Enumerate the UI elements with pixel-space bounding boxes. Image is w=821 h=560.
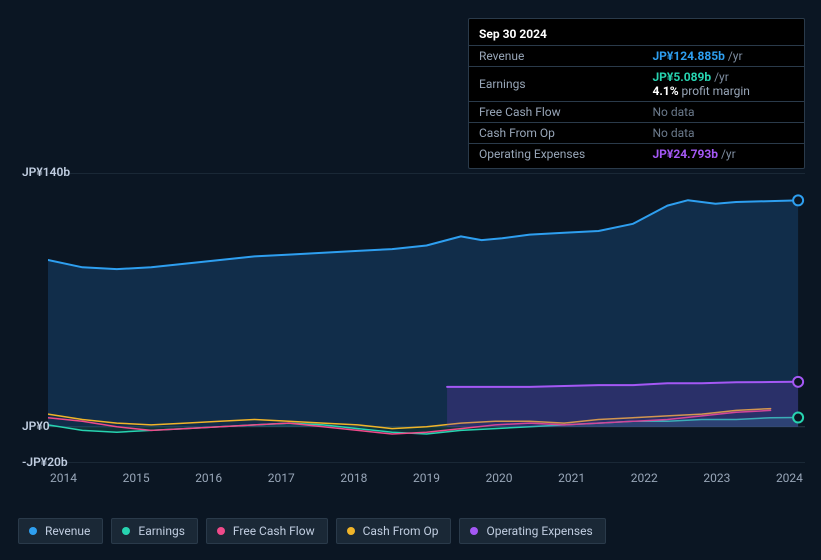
tooltip-row-label: Revenue — [469, 46, 642, 67]
series-end-marker — [793, 413, 803, 423]
x-axis-label: 2024 — [776, 471, 803, 485]
chart-plot-area[interactable] — [48, 173, 805, 463]
series-end-marker — [793, 377, 803, 387]
legend-item-label: Free Cash Flow — [233, 524, 315, 538]
tooltip-row: EarningsJP¥5.089b /yr4.1% profit margin — [469, 67, 804, 102]
tooltip-row-label: Earnings — [469, 67, 642, 102]
x-axis-label: 2022 — [631, 471, 658, 485]
x-axis-label: 2016 — [195, 471, 222, 485]
legend-item-label: Operating Expenses — [486, 524, 592, 538]
tooltip-row-value: No data — [642, 102, 804, 123]
x-axis-label: 2014 — [50, 471, 77, 485]
legend-dot-icon — [217, 527, 225, 535]
y-axis-label: -JP¥20b — [22, 455, 68, 469]
tooltip-date: Sep 30 2024 — [469, 23, 804, 45]
legend-dot-icon — [470, 527, 478, 535]
chart-tooltip: Sep 30 2024 RevenueJP¥124.885b /yrEarnin… — [468, 18, 805, 169]
x-axis-label: 2017 — [268, 471, 295, 485]
x-axis-label: 2018 — [340, 471, 367, 485]
series-end-marker — [793, 195, 803, 205]
tooltip-row-label: Free Cash Flow — [469, 102, 642, 123]
legend-item-fcf[interactable]: Free Cash Flow — [206, 518, 328, 544]
tooltip-row: Free Cash FlowNo data — [469, 102, 804, 123]
chart-x-axis: 2014 2015 2016 2017 2018 2019 2020 2021 2022 2023… — [48, 471, 805, 485]
x-axis-label: 2015 — [123, 471, 150, 485]
legend-dot-icon — [347, 527, 355, 535]
legend-item-revenue[interactable]: Revenue — [18, 518, 103, 544]
tooltip-row-value: No data — [642, 123, 804, 144]
y-axis-label: JP¥0 — [22, 419, 50, 433]
legend-item-label: Cash From Op — [363, 524, 439, 538]
y-axis-label: JP¥140b — [22, 165, 70, 179]
legend-dot-icon — [122, 527, 130, 535]
tooltip-row-label: Cash From Op — [469, 123, 642, 144]
legend-item-label: Earnings — [138, 524, 185, 538]
legend-item-opex[interactable]: Operating Expenses — [459, 518, 605, 544]
legend-item-label: Revenue — [45, 524, 90, 538]
legend-item-earnings[interactable]: Earnings — [111, 518, 198, 544]
x-axis-label: 2021 — [558, 471, 585, 485]
tooltip-row: Cash From OpNo data — [469, 123, 804, 144]
legend-dot-icon — [29, 527, 37, 535]
tooltip-row-value: JP¥124.885b /yr — [642, 46, 804, 67]
financials-chart[interactable]: 2014 2015 2016 2017 2018 2019 2020 2021 2022 2023… — [18, 158, 805, 490]
chart-legend: Revenue Earnings Free Cash Flow Cash From O… — [18, 518, 606, 544]
series-area-opex — [447, 382, 798, 427]
x-axis-label: 2023 — [703, 471, 730, 485]
x-axis-label: 2019 — [413, 471, 440, 485]
tooltip-row-value: JP¥5.089b /yr4.1% profit margin — [642, 67, 804, 102]
legend-item-cfo[interactable]: Cash From Op — [336, 518, 452, 544]
x-axis-label: 2020 — [486, 471, 513, 485]
tooltip-table: RevenueJP¥124.885b /yrEarningsJP¥5.089b … — [469, 45, 804, 164]
tooltip-row: RevenueJP¥124.885b /yr — [469, 46, 804, 67]
